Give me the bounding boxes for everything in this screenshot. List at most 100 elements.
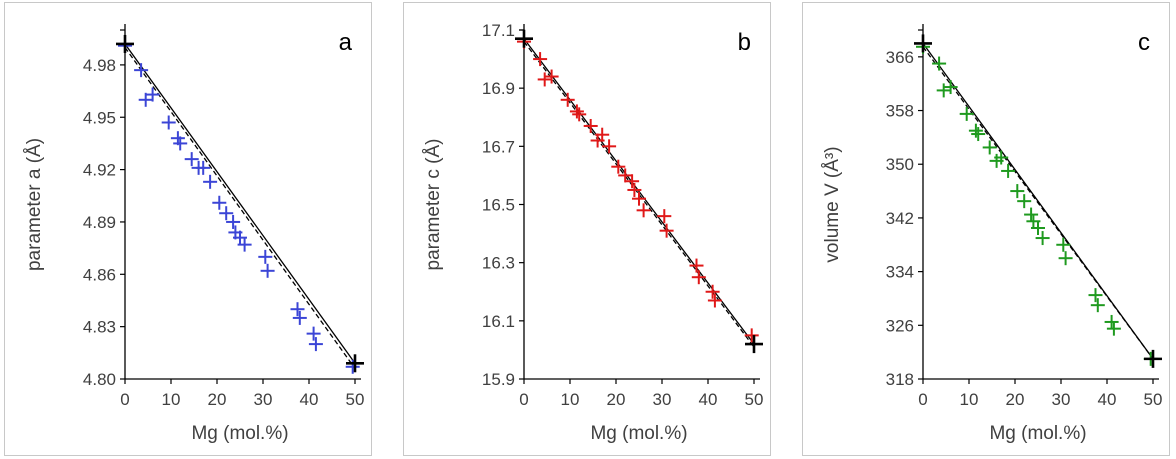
- data-point: [657, 209, 672, 224]
- x-tick-label: 40: [300, 390, 319, 409]
- data-point: [226, 214, 241, 229]
- data-point: [625, 174, 640, 189]
- chart-panel-a: 4.80 4.83 4.86 4.89 4.92 4.95 4.98 0 10 20 30 40 50 M…: [4, 2, 372, 456]
- y-tick-label: 358: [886, 102, 914, 121]
- y-tick-label: 350: [886, 155, 914, 174]
- x-tick-label: 10: [561, 390, 580, 409]
- x-tick-label: 30: [653, 390, 672, 409]
- data-point: [583, 118, 598, 133]
- x-tick-label: 40: [699, 390, 718, 409]
- y-tick-label: 4.86: [83, 265, 116, 284]
- data-point: [932, 56, 947, 71]
- y-tick-label: 15.9: [482, 370, 515, 389]
- x-tick-label: 10: [162, 390, 181, 409]
- y-tick-label: 16.7: [482, 137, 515, 156]
- data-point: [632, 191, 646, 206]
- data-point: [689, 258, 704, 273]
- data-point: [1058, 251, 1073, 266]
- endpoint-marker: [116, 34, 134, 53]
- data-point: [572, 107, 587, 122]
- panel-letter: c: [1138, 29, 1150, 56]
- panel-letter: b: [738, 29, 751, 56]
- data-point: [602, 139, 617, 154]
- data-point: [203, 174, 218, 189]
- data-point: [1088, 288, 1103, 303]
- data-point: [560, 92, 575, 107]
- data-point: [943, 80, 958, 95]
- data-point: [1106, 321, 1121, 336]
- data-point: [982, 140, 997, 155]
- data-point: [959, 106, 974, 121]
- data-point: [212, 195, 227, 210]
- endpoint-marker: [515, 29, 533, 48]
- y-tick-label: 16.1: [482, 312, 515, 331]
- data-point: [569, 104, 584, 119]
- data-point: [1056, 237, 1071, 252]
- y-tick-label: 17.1: [482, 21, 515, 40]
- data-point: [1035, 231, 1050, 246]
- x-tick-label: 50: [1144, 390, 1163, 409]
- y-tick-label: 16.5: [482, 196, 515, 215]
- data-point: [544, 69, 559, 84]
- fit-line-dashed: [922, 46, 1154, 360]
- x-tick-label: 30: [1052, 390, 1071, 409]
- data-point: [968, 123, 983, 138]
- data-point: [161, 115, 176, 130]
- y-tick-label: 16.9: [482, 79, 515, 98]
- data-point: [1090, 298, 1105, 313]
- chart-b-svg: 15.9 16.1 16.3 16.5 16.7 16.9 17.1 0 10 20 30 40 50 M…: [423, 21, 764, 444]
- x-tick-label: 50: [346, 390, 365, 409]
- reference-line-solid: [124, 43, 356, 364]
- data-point: [260, 263, 275, 278]
- data-point: [134, 63, 149, 78]
- x-axis-title: Mg (mol.%): [989, 423, 1086, 444]
- x-tick-label: 20: [208, 390, 227, 409]
- panel-letter: a: [339, 29, 353, 56]
- x-axis-title: Mg (mol.%): [191, 423, 288, 444]
- reference-line-solid: [523, 38, 755, 345]
- y-tick-label: 4.95: [83, 108, 116, 127]
- y-axis-title: parameter c (Å): [423, 139, 444, 271]
- data-point: [1010, 184, 1025, 199]
- data-point: [611, 159, 626, 174]
- y-axis-title: volume V (Å³): [822, 146, 843, 262]
- y-tick-label: 16.3: [482, 254, 515, 273]
- y-tick-label: 4.80: [83, 370, 116, 389]
- data-point: [306, 326, 321, 341]
- x-tick-label: 0: [519, 390, 528, 409]
- data-point: [290, 302, 305, 317]
- chart-panel-b: 15.9 16.1 16.3 16.5 16.7 16.9 17.1 0 10 20 30 40 50 M…: [403, 2, 771, 456]
- chart-panel-c: 318 326 334 342 350 358 366 0 10 20 30 40 50 Mg (mol.…: [802, 2, 1170, 456]
- x-tick-label: 20: [607, 390, 626, 409]
- endpoint-marker: [346, 354, 364, 373]
- data-point: [258, 249, 273, 264]
- data-point: [1031, 220, 1045, 235]
- data-point: [618, 168, 633, 183]
- data-point: [196, 160, 211, 175]
- data-point: [744, 328, 759, 343]
- endpoint-marker: [914, 34, 932, 53]
- y-axis-title: parameter a (Å): [24, 138, 45, 271]
- data-point: [145, 87, 160, 102]
- data-point: [659, 223, 674, 238]
- data-point: [184, 152, 199, 167]
- data-point: [308, 337, 323, 352]
- data-point: [971, 127, 986, 142]
- x-tick-label: 40: [1098, 390, 1117, 409]
- y-tick-label: 318: [886, 370, 914, 389]
- fit-line-dashed: [124, 47, 356, 369]
- chart-a-svg: 4.80 4.83 4.86 4.89 4.92 4.95 4.98 0 10 20 30 40 50 M…: [24, 24, 365, 444]
- data-point: [1024, 207, 1039, 222]
- data-point: [936, 83, 951, 98]
- data-point: [1017, 194, 1032, 209]
- data-point: [595, 127, 610, 142]
- x-tick-label: 20: [1006, 390, 1025, 409]
- data-point: [345, 359, 360, 374]
- x-tick-label: 50: [745, 390, 764, 409]
- x-tick-label: 0: [918, 390, 927, 409]
- data-point: [627, 182, 642, 197]
- data-point: [1001, 163, 1016, 178]
- y-tick-label: 326: [886, 316, 914, 335]
- x-tick-label: 30: [254, 390, 273, 409]
- data-point: [219, 206, 234, 221]
